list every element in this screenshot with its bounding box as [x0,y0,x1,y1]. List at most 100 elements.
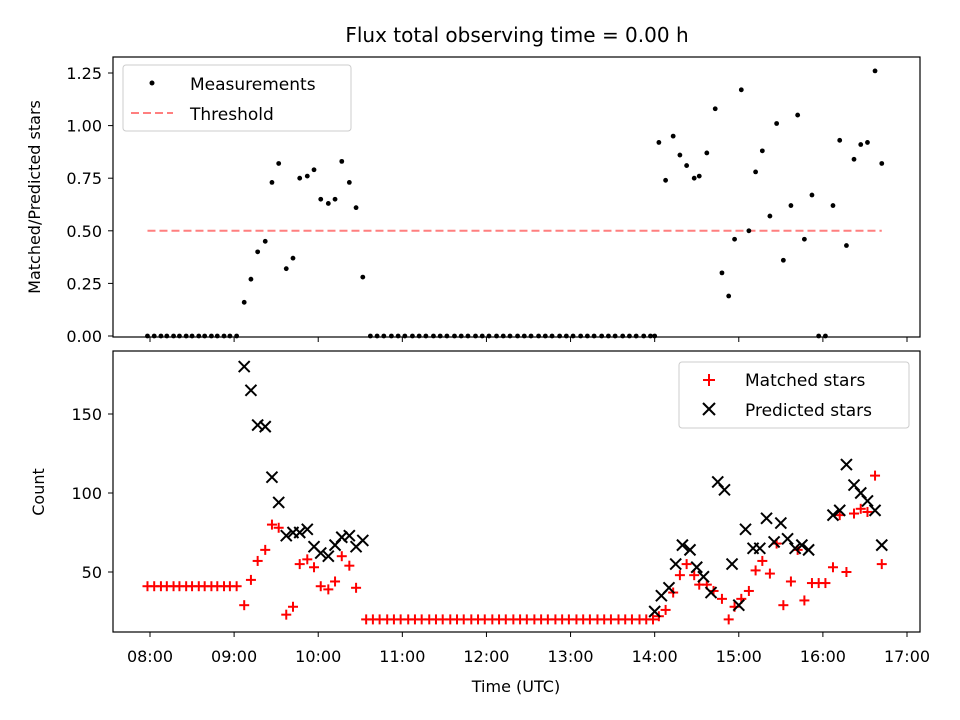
measurement-point [367,333,373,339]
predicted-star-stroke-b [648,605,661,618]
predicted-star-marker [732,598,745,612]
predicted-star-marker [280,529,293,542]
measurement-point [290,255,296,261]
predicted-star-marker [272,496,285,509]
bottom-panel: 50 100 150 08:00 09:00 10:00 11:00 12:00 13:00 14… [29,350,930,696]
legend-measurements-marker [149,80,155,86]
measurement-point [738,87,744,93]
measurement-point [719,270,725,276]
measurement-point [691,175,697,181]
predicted-star-stroke-b [343,529,356,542]
matched-star-marker [260,544,271,555]
predicted-star-marker [833,504,846,517]
matched-star-marker [855,503,866,514]
measurement-point [410,333,415,339]
bottom-xtick-label: 12:00 [463,647,509,666]
matched-star-marker [323,584,334,595]
measurement-point [269,180,275,185]
measurement-point [823,333,828,339]
bottom-legend: Matched stars Predicted stars [678,361,910,429]
predicted-star-stroke-b [301,523,314,536]
predicted-star-stroke-b [788,542,802,555]
measurement-point [788,203,794,208]
measurement-point [431,333,436,339]
bottom-ylabel: Count [29,468,48,516]
predicted-star-stroke-b [259,420,272,433]
matched-star-marker [245,574,256,585]
measurement-point [145,333,150,339]
predicted-star-stroke-b [356,534,370,547]
predicted-star-marker [669,557,682,571]
predicted-star-marker [237,360,251,373]
measurement-point [677,152,683,158]
measurement-point [663,177,669,183]
top-axes-frame [112,56,921,338]
predicted-star-marker [343,529,356,542]
measurement-point [416,333,422,339]
predicted-star-marker [704,586,718,599]
measurement-point [696,173,702,179]
measurement-point [311,167,317,173]
measurement-point [360,274,366,280]
bottom-xtick-label: 17:00 [884,647,930,666]
measurement-point [865,140,870,145]
measurement-point [684,163,690,168]
matched-star-marker [862,506,873,517]
measurement-point [388,333,394,339]
measurement-point [241,299,247,305]
measurement-point [202,333,208,339]
bottom-xtick-label: 11:00 [379,647,425,666]
predicted-star-stroke-b [307,540,321,553]
measurement-point [612,333,618,339]
measurement-point [151,333,157,339]
measurement-point [339,158,345,164]
matched-star-marker [764,568,775,579]
predicted-star-marker [795,538,809,552]
predicted-star-marker [697,570,710,583]
chart-title: Flux total observing time = 0.00 h [345,23,688,47]
measurement-point [486,333,492,339]
measurement-point [196,333,202,339]
predicted-star-marker [322,549,335,563]
bottom-xtick-label: 10:00 [295,647,341,666]
predicted-star-marker [259,420,272,433]
measurement-point [437,333,443,339]
matched-star-marker [231,581,242,592]
measurement-point [473,333,478,339]
bottom-ytick-label: 150 [71,405,102,424]
predicted-star-marker [356,534,370,547]
predicted-star-stroke-b [293,526,306,539]
measurement-point [844,243,849,248]
matched-star-marker [799,595,810,606]
predicted-star-stroke-b [795,538,809,552]
measurement-point [318,196,324,202]
predicted-star-stroke-b [732,598,745,612]
matched-star-marker [294,559,305,570]
predicted-star-marker [875,538,888,552]
matched-star-marker [239,600,250,611]
matched-star-marker [315,581,326,592]
predicted-star-stroke-b [711,475,724,489]
predicted-star-stroke-b [669,557,682,571]
measurement-point [276,161,282,166]
predicted-star-stroke-b [774,516,788,530]
matched-star-marker [716,593,727,604]
measurement-point [670,133,676,139]
matched-star-marker [750,565,761,576]
measurement-point [332,196,338,202]
predicted-star-marker [774,516,788,530]
predicted-star-stroke-b [244,384,258,397]
measurement-point [759,148,765,154]
measurement-point [262,238,268,244]
matched-star-marker [743,585,754,596]
matched-star-marker [681,559,692,570]
measurement-point [627,333,632,339]
matched-star-marker [876,559,887,570]
measurement-point [297,175,303,181]
matched-star-marker [849,508,860,519]
matched-star-marker [820,578,831,589]
predicted-star-marker [293,526,306,539]
bottom-axes-frame [112,350,921,633]
measurement-point [381,333,387,339]
predicted-star-marker [826,508,840,522]
